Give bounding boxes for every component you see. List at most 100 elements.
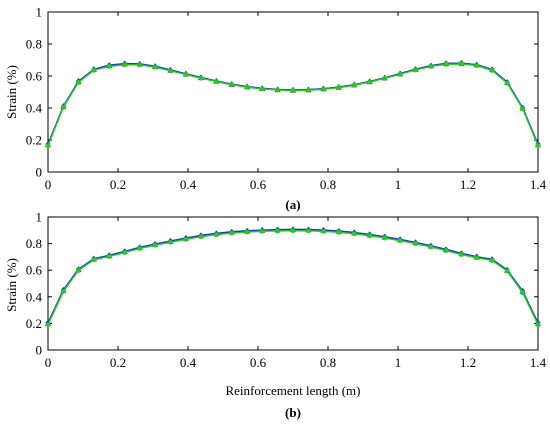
panel-a-y-tick-label: 0.4 [26,101,43,116]
panel-a-x-tick-label: 0 [45,177,52,192]
panel-b-series-1-line [47,228,539,324]
panel-a-series-3-point [106,64,112,69]
panel-b-y-axis-label: Strain (%) [4,258,19,312]
panel-b-x-tick-label: 0.6 [250,355,267,370]
panel-a-x-tick-label: 1.2 [460,177,476,192]
panel-b-series-3-point [351,231,357,237]
panel-b-series-3-point [122,250,128,255]
panel-a-series-3-point [290,88,296,93]
panel-a-series-3-point [76,80,81,85]
panel-b-plot-frame [47,216,539,351]
panel-a-series-3-point [321,86,326,92]
panel-b-series-3-point [137,246,143,251]
panel-b-y-tick-label: 0.2 [26,316,42,331]
panel-b-series-3-point [397,238,403,244]
panel-b-series-3-point [61,289,66,294]
panel-a-x-tick-label: 0.6 [250,177,267,192]
panel-a-y-tick-label: 0.2 [26,133,42,148]
panel-a-series-3-point [504,80,510,86]
panel-a-series-3-point [336,85,342,91]
panel-b-series-3-point [321,228,326,234]
panel-b-series-3-point [290,228,296,234]
panel-a-series-3-point [520,106,525,112]
panel-b-series [45,226,541,328]
panel-a-y-axis-label: Strain (%) [4,65,19,119]
panel-a-x-tick-label: 0.2 [110,177,126,192]
panel-a-series-3-point [306,87,311,93]
panel-b-series-3-point [183,236,189,242]
panel-b-series-3-point [106,254,112,259]
panel-a-series-3-point [413,67,418,73]
panel-a-series-3-point [443,61,449,67]
panel-b-series-3-point [213,232,219,238]
panel-b-x-tick-label: 1 [395,355,402,370]
panel-a-series-3-line [47,63,539,146]
panel-a-series-3-point [367,79,373,85]
panel-b-series-3-point [520,290,525,295]
panel-a-series-3-point [183,72,189,77]
panel-b-series-3-point [489,258,495,263]
panel-b-y-tick-label: 0.4 [26,289,43,304]
panel-a-series-2-line [47,62,539,145]
panel-a-series-3-point [474,63,480,68]
panel-b-series-3-line [47,229,539,326]
panel-a-series-3-point [198,75,204,81]
panel-b-series-3-point [428,244,434,250]
panel-a-series-3-point [91,67,97,73]
panel-b-series-3-point [458,252,464,257]
panel-b-y-tick-label: 1 [36,210,43,225]
panel-a-series-3-point [428,64,434,69]
panel-a-ticks: 0 0.2 0.4 0.6 0.8 1 1.2 1.4 0 0.2 0.4 0.6 0.8 1 [26,5,547,193]
panel-b-x-tick-label: 0.4 [180,355,197,370]
panel-a-y-tick-label: 0 [36,165,43,180]
panel-a-x-tick-label: 0.4 [180,177,197,192]
panel-b-series-3-point [91,257,97,263]
panel-b-series-3-point [504,268,510,274]
panel-a-series-3-point [213,79,219,84]
panel-a-x-tick-label: 0.8 [320,177,336,192]
panel-a-series [45,60,541,149]
panel-a-series-3-point [122,62,128,68]
panel-a-series-3-point [168,68,173,74]
panel-b-x-axis-label: Reinforcement length (m) [225,383,360,398]
panel-b-label: (b) [285,405,301,420]
panel-a-series-3-point [397,71,403,77]
panel-b-x-tick-label: 0.8 [320,355,336,370]
panel-b-series-3-point [76,268,81,273]
panel-b-series-3-point [275,228,280,234]
panel-a-x-tick-label: 1.4 [530,177,547,192]
panel-b: 0 0.2 0.4 0.6 0.8 1 1.2 1.4 0 0.2 0.4 0.6 0.8 1 Strai… [4,210,547,421]
panel-a-series-3-point [275,87,280,93]
panel-a-series-3-point [259,86,265,92]
panel-b-series-3-point [413,241,418,247]
panel-a-series-3-point [458,61,464,67]
panel-b-series-3-point [152,242,158,248]
panel-b-ticks: 0 0.2 0.4 0.6 0.8 1 1.2 1.4 0 0.2 0.4 0.6 0.8 1 [26,210,547,371]
panel-a-series-3-point [152,64,158,70]
panel-b-series-3-point [198,234,204,240]
panel-b-series-3-point [382,235,388,241]
panel-b-series-3-point [259,228,265,234]
panel-a-x-tick-label: 1 [395,177,402,192]
panel-a-series-3-point [137,62,143,68]
panel-a-series-3-point [382,76,388,81]
panel-b-x-tick-label: 0.2 [110,355,126,370]
panel-b-x-tick-label: 1.2 [460,355,476,370]
panel-b-x-tick-label: 0 [45,355,52,370]
panel-b-series-3-point [336,229,342,235]
panel-a-series-3-point [489,68,495,73]
panel-a-plot-frame [47,11,539,173]
panel-b-y-tick-label: 0 [36,343,43,358]
panel-a-series-3-point [351,82,357,88]
panel-b-series-2-line [47,228,539,324]
panel-a-label: (a) [285,197,300,212]
panel-a-series-1-line [47,62,539,146]
panel-a-series-3-point [535,143,541,149]
panel-a: 0 0.2 0.4 0.6 0.8 1 1.2 1.4 0 0.2 0.4 0.6 0.8 1 Strai… [4,5,547,213]
panel-a-y-tick-label: 0.8 [26,37,42,52]
panel-b-y-tick-label: 0.8 [26,236,42,251]
panel-b-series-3-point [367,233,373,239]
panel-b-series-3-point [535,322,541,328]
panel-a-series-3-point [61,104,66,110]
